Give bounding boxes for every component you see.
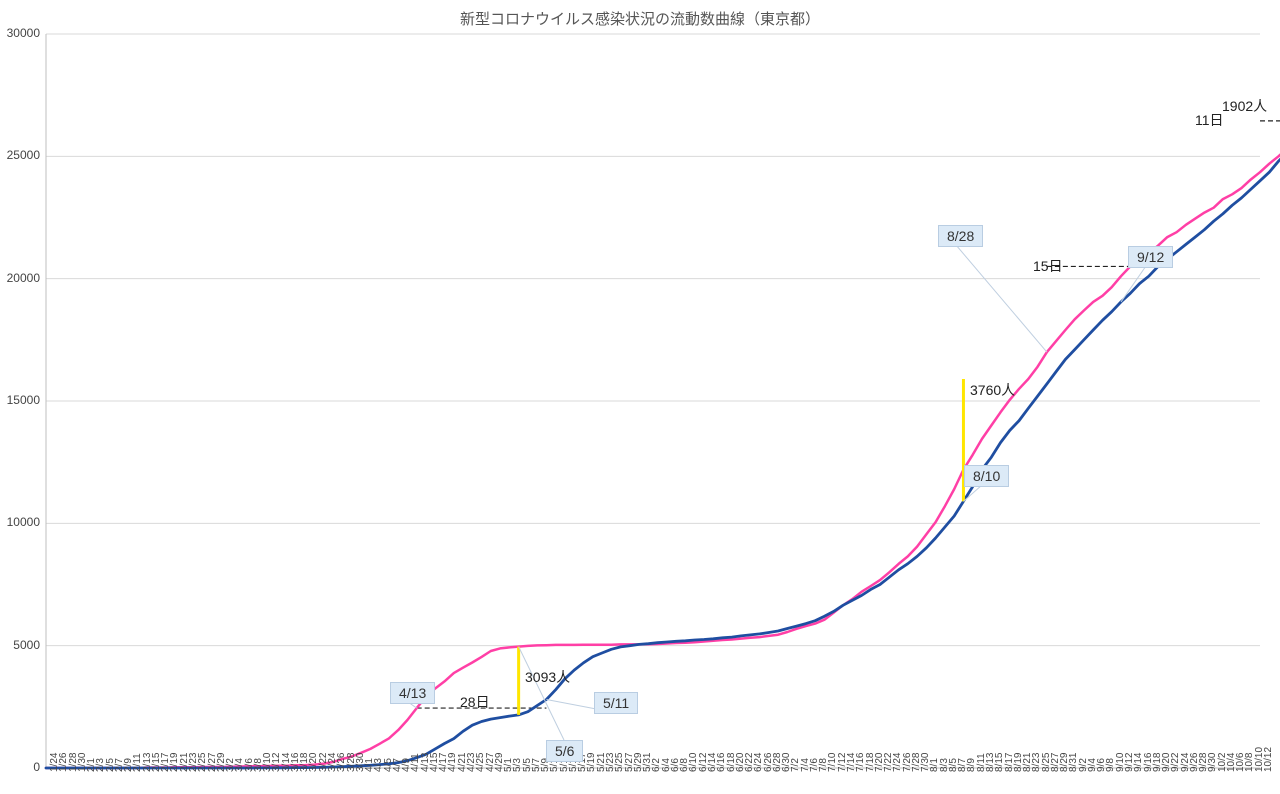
chart-root: 新型コロナウイルス感染状況の流動数曲線（東京都） 050001000015000… <box>0 0 1280 794</box>
chart-svg <box>0 0 1280 794</box>
x-tick-label: 10/12 <box>1263 747 1274 772</box>
y-tick-label: 30000 <box>0 26 40 40</box>
y-tick-label: 10000 <box>0 515 40 529</box>
annotation-text: 11日 <box>1195 110 1224 130</box>
y-tick-label: 20000 <box>0 271 40 285</box>
callout-label: 8/28 <box>938 225 983 247</box>
y-tick-label: 25000 <box>0 148 40 162</box>
annotation-text: 3760人 <box>970 380 1015 400</box>
callout-label: 5/11 <box>594 692 638 714</box>
callout-label: 5/6 <box>546 740 583 762</box>
annotation-text: 28日 <box>460 692 490 712</box>
y-tick-label: 5000 <box>0 638 40 652</box>
annotation-text: 15日 <box>1033 256 1063 276</box>
y-tick-label: 0 <box>0 760 40 774</box>
callout-label: 9/12 <box>1128 246 1173 268</box>
y-tick-label: 15000 <box>0 393 40 407</box>
callout-label: 4/13 <box>390 682 435 704</box>
annotation-text: 3093人 <box>525 667 570 687</box>
annotation-text: 1902人 <box>1222 96 1267 116</box>
callout-label: 8/10 <box>964 465 1009 487</box>
